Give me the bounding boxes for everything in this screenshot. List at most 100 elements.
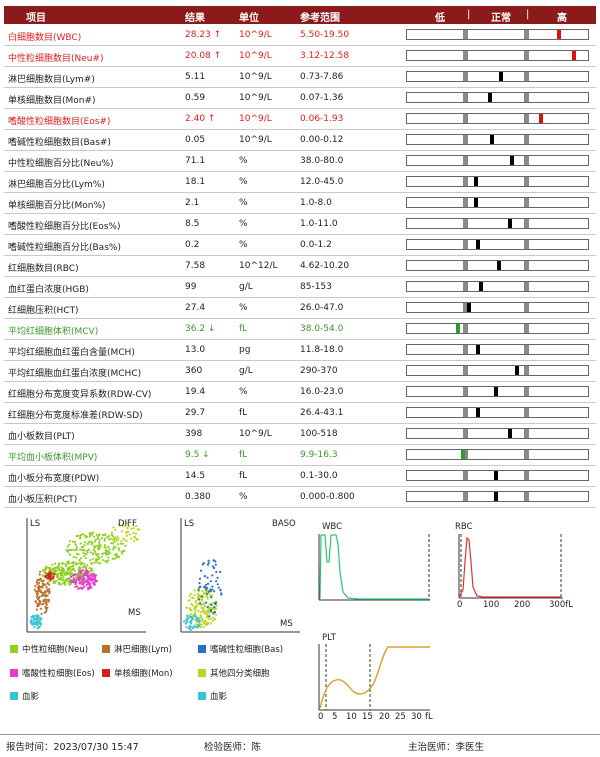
scatter-point bbox=[83, 562, 86, 565]
test-ref-range: 12.0-45.0 bbox=[300, 177, 344, 187]
scatter-point bbox=[204, 604, 207, 608]
scatter-point bbox=[93, 546, 96, 549]
value-marker bbox=[490, 135, 495, 144]
scatter-point bbox=[128, 533, 131, 536]
value-marker bbox=[508, 219, 513, 228]
scatter-point bbox=[87, 586, 90, 589]
scatter-point bbox=[199, 626, 202, 629]
scatter-point bbox=[197, 618, 201, 622]
scatter-point bbox=[215, 604, 218, 607]
scatter-point bbox=[214, 560, 217, 563]
scatter-point bbox=[36, 623, 39, 626]
scatter-point bbox=[201, 620, 204, 623]
scatter-point bbox=[62, 567, 65, 570]
scatter-point bbox=[215, 570, 218, 574]
value-marker bbox=[475, 240, 480, 249]
test-result: 9.5 ↓ bbox=[185, 450, 210, 460]
test-ref-range: 26.4-43.1 bbox=[300, 408, 344, 418]
value-marker bbox=[497, 261, 502, 270]
scatter-point bbox=[36, 582, 39, 586]
range-bar bbox=[406, 407, 589, 418]
scatter-point bbox=[97, 548, 101, 551]
scatter-point bbox=[91, 573, 94, 576]
legend-label-neu: 中性粒细胞(Neu) bbox=[22, 645, 89, 655]
scatter-point bbox=[35, 580, 38, 583]
table-row: 白细胞数目(WBC) 28.23 ↑ 10^9/L 5.50-19.50 bbox=[4, 25, 596, 46]
scatter-point bbox=[90, 577, 93, 580]
scatter-point bbox=[88, 567, 91, 570]
test-ref-range: 3.12-12.58 bbox=[300, 51, 350, 61]
test-name: 嗜酸性粒细胞百分比(Eos%) bbox=[8, 222, 121, 232]
scatter-point bbox=[33, 626, 36, 629]
scatter-point bbox=[212, 559, 215, 562]
scatter-point bbox=[64, 563, 68, 566]
scatter-point bbox=[74, 579, 77, 582]
scatter-point bbox=[42, 594, 45, 597]
scatter-point bbox=[52, 575, 55, 578]
scatter-point bbox=[118, 549, 121, 552]
range-bar bbox=[406, 155, 589, 166]
value-marker bbox=[473, 198, 478, 207]
rbc-tick-1: 100 bbox=[483, 600, 500, 610]
scatter-point bbox=[103, 537, 106, 540]
scatter-point bbox=[217, 586, 220, 589]
scatter-point bbox=[59, 583, 62, 586]
scatter-point bbox=[207, 617, 210, 620]
scatter-point bbox=[39, 570, 42, 573]
range-boundary bbox=[462, 492, 468, 501]
scatter-point bbox=[207, 590, 210, 593]
scatter-point bbox=[103, 546, 106, 549]
scatter-point bbox=[36, 603, 39, 606]
scatter-point bbox=[78, 579, 81, 582]
scatter-point bbox=[200, 617, 203, 620]
value-marker bbox=[499, 72, 504, 81]
scatter-point bbox=[200, 623, 203, 626]
scatter-point bbox=[201, 618, 204, 621]
scatter-point bbox=[185, 618, 188, 622]
legend-swatch-neu bbox=[10, 645, 18, 653]
range-boundary bbox=[462, 198, 468, 207]
scatter-point bbox=[203, 575, 206, 578]
scatter-point bbox=[81, 569, 84, 572]
scatter-point bbox=[200, 569, 203, 572]
test-ref-range: 290-370 bbox=[300, 366, 338, 376]
scatter-point bbox=[62, 569, 65, 573]
test-result: 99 bbox=[185, 282, 197, 292]
scatter-point bbox=[106, 561, 109, 564]
scatter-point bbox=[38, 578, 41, 581]
diff-title: DIFF bbox=[118, 519, 137, 529]
scatter-point bbox=[199, 602, 202, 605]
test-ref-range: 5.50-19.50 bbox=[300, 30, 350, 40]
scatter-point bbox=[138, 528, 141, 531]
plt-tick-0: 0 bbox=[318, 712, 324, 722]
table-row: 平均红细胞血红蛋白含量(MCH) 13.0 pg 11.8-18.0 bbox=[4, 340, 596, 361]
header-result: 结果 bbox=[185, 13, 205, 24]
range-boundary bbox=[524, 156, 530, 165]
scatter-point bbox=[98, 538, 101, 541]
scatter-point bbox=[60, 566, 63, 569]
scatter-point bbox=[62, 582, 65, 585]
scatter-point bbox=[110, 542, 113, 545]
test-name: 中性粒细胞数目(Neu#) bbox=[8, 54, 104, 64]
test-unit: 10^9/L bbox=[239, 135, 272, 145]
range-boundary bbox=[462, 51, 468, 60]
scatter-point bbox=[92, 575, 95, 578]
diff-ls-label: LS bbox=[30, 519, 41, 529]
scatter-point bbox=[107, 556, 110, 559]
scatter-point bbox=[39, 619, 42, 622]
test-result: 36.2 ↓ bbox=[185, 324, 216, 334]
test-unit: % bbox=[239, 219, 248, 229]
scatter-point bbox=[206, 623, 209, 626]
scatter-point bbox=[42, 599, 45, 602]
range-boundary bbox=[462, 30, 468, 39]
legend-swatch-bas bbox=[198, 645, 206, 653]
scatter-point bbox=[63, 573, 66, 576]
scatter-point bbox=[59, 577, 62, 581]
test-name: 中性粒细胞百分比(Neu%) bbox=[8, 159, 114, 169]
scatter-point bbox=[189, 625, 192, 628]
scatter-point bbox=[98, 541, 101, 544]
test-name: 单核细胞百分比(Mon%) bbox=[8, 201, 106, 211]
range-bar bbox=[406, 281, 589, 292]
scatter-point bbox=[41, 582, 44, 585]
test-unit: % bbox=[239, 177, 248, 187]
